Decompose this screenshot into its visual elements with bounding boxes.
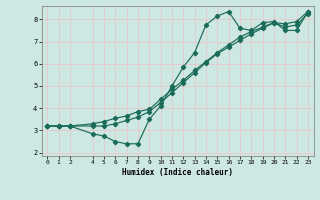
X-axis label: Humidex (Indice chaleur): Humidex (Indice chaleur) bbox=[122, 168, 233, 177]
